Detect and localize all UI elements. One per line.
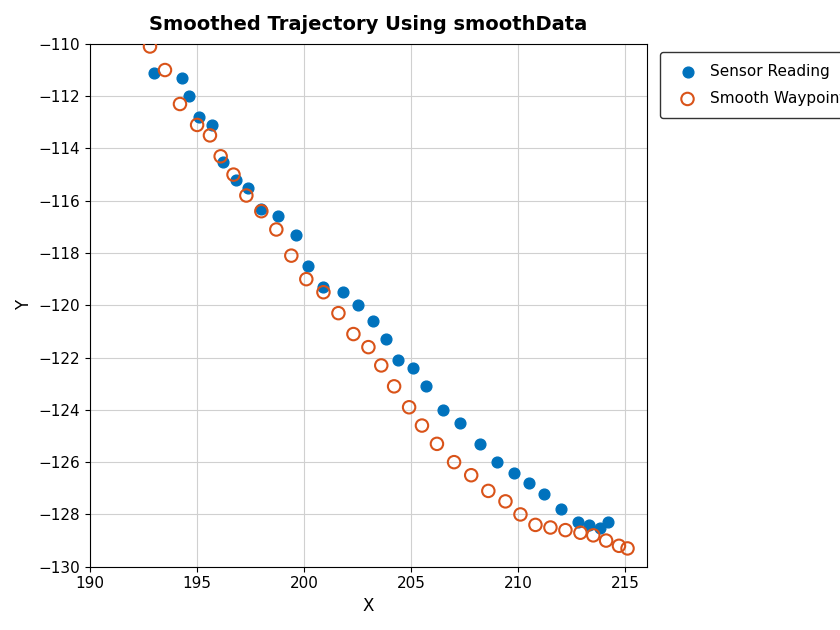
- Sensor Reading: [216, 156, 229, 166]
- Sensor Reading: [255, 203, 268, 214]
- Sensor Reading: [407, 363, 420, 373]
- Smooth Waypoints: [559, 525, 572, 535]
- Sensor Reading: [302, 261, 315, 271]
- Smooth Waypoints: [621, 544, 634, 554]
- Sensor Reading: [181, 91, 195, 101]
- Sensor Reading: [454, 418, 467, 428]
- Sensor Reading: [522, 478, 536, 488]
- Smooth Waypoints: [543, 522, 557, 532]
- Smooth Waypoints: [586, 530, 600, 541]
- Sensor Reading: [538, 488, 551, 498]
- Smooth Waypoints: [499, 496, 512, 507]
- Sensor Reading: [391, 355, 405, 365]
- Y-axis label: Y: Y: [15, 301, 33, 311]
- Sensor Reading: [554, 504, 568, 514]
- Smooth Waypoints: [430, 439, 444, 449]
- Smooth Waypoints: [402, 402, 416, 412]
- Smooth Waypoints: [227, 169, 240, 180]
- Smooth Waypoints: [270, 224, 283, 234]
- Sensor Reading: [491, 457, 504, 467]
- Sensor Reading: [601, 517, 615, 527]
- Sensor Reading: [317, 282, 330, 292]
- X-axis label: X: X: [363, 597, 374, 615]
- Legend: Sensor Reading, Smooth Waypoints: Sensor Reading, Smooth Waypoints: [660, 52, 840, 118]
- Sensor Reading: [205, 120, 218, 130]
- Smooth Waypoints: [203, 130, 217, 140]
- Sensor Reading: [192, 112, 206, 122]
- Smooth Waypoints: [465, 470, 478, 480]
- Smooth Waypoints: [600, 536, 613, 546]
- Sensor Reading: [351, 301, 365, 311]
- Smooth Waypoints: [448, 457, 461, 467]
- Sensor Reading: [437, 405, 450, 415]
- Sensor Reading: [366, 316, 380, 326]
- Sensor Reading: [229, 175, 243, 185]
- Sensor Reading: [336, 287, 349, 297]
- Sensor Reading: [148, 67, 161, 77]
- Smooth Waypoints: [481, 486, 495, 496]
- Smooth Waypoints: [332, 308, 345, 318]
- Smooth Waypoints: [239, 190, 253, 200]
- Title: Smoothed Trajectory Using smoothData: Smoothed Trajectory Using smoothData: [150, 15, 587, 34]
- Smooth Waypoints: [214, 151, 228, 161]
- Smooth Waypoints: [144, 42, 157, 52]
- Sensor Reading: [379, 335, 392, 345]
- Sensor Reading: [289, 230, 302, 240]
- Smooth Waypoints: [191, 120, 204, 130]
- Smooth Waypoints: [612, 541, 626, 551]
- Sensor Reading: [272, 212, 286, 222]
- Sensor Reading: [419, 381, 433, 391]
- Smooth Waypoints: [514, 510, 528, 520]
- Smooth Waypoints: [317, 287, 330, 297]
- Smooth Waypoints: [375, 360, 388, 370]
- Smooth Waypoints: [173, 99, 186, 109]
- Sensor Reading: [582, 520, 596, 530]
- Sensor Reading: [593, 522, 606, 532]
- Smooth Waypoints: [158, 65, 171, 75]
- Smooth Waypoints: [387, 381, 401, 391]
- Sensor Reading: [473, 439, 486, 449]
- Smooth Waypoints: [415, 420, 428, 430]
- Smooth Waypoints: [347, 329, 360, 339]
- Sensor Reading: [507, 467, 521, 478]
- Smooth Waypoints: [255, 206, 268, 216]
- Sensor Reading: [571, 517, 585, 527]
- Sensor Reading: [176, 73, 189, 83]
- Smooth Waypoints: [285, 251, 298, 261]
- Smooth Waypoints: [574, 528, 587, 538]
- Sensor Reading: [242, 183, 255, 193]
- Smooth Waypoints: [362, 342, 375, 352]
- Smooth Waypoints: [300, 274, 313, 284]
- Smooth Waypoints: [528, 520, 542, 530]
